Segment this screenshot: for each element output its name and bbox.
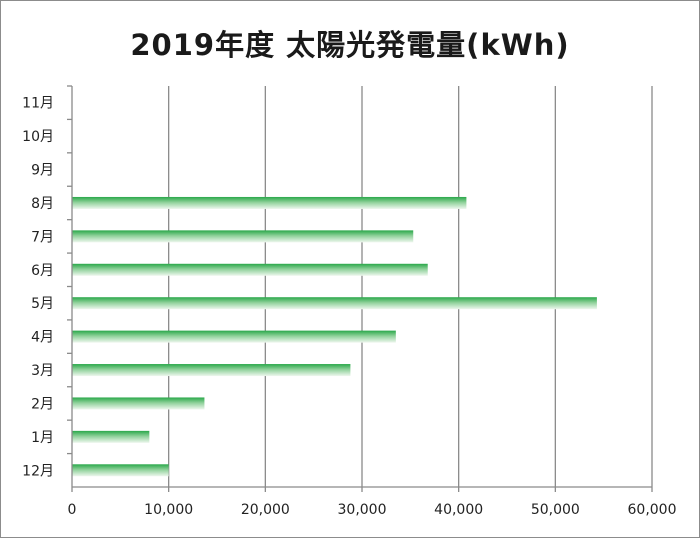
bar-5月	[72, 297, 597, 310]
y-tick-label: 9月	[31, 163, 54, 179]
x-tick-label: 20,000	[241, 502, 290, 518]
bar-layer	[72, 196, 597, 477]
grid-layer	[168, 86, 653, 487]
y-tick-label: 3月	[31, 363, 54, 379]
x-tick-label: 40,000	[434, 502, 483, 518]
bar-7月	[72, 230, 414, 243]
y-tick-label: 5月	[31, 296, 54, 312]
y-tick-label: 4月	[31, 330, 54, 346]
bar-1月	[72, 430, 150, 443]
y-tick-label: 2月	[31, 396, 54, 412]
y-tick-label: 1月	[31, 430, 54, 446]
bar-3月	[72, 364, 351, 377]
y-tick-label: 7月	[31, 229, 54, 245]
label-layer: 0 10,000 20,000 30,000 40,000 50,000 60,000 12月…	[22, 96, 676, 518]
x-tick-label: 60,000	[628, 502, 677, 518]
y-tick-label: 6月	[31, 263, 54, 279]
y-tick-label: 10月	[22, 129, 54, 145]
y-tick-label: 11月	[22, 96, 54, 112]
y-tick-label: 12月	[22, 463, 54, 479]
bar-2月	[72, 397, 205, 410]
x-tick-label: 50,000	[531, 502, 580, 518]
bar-4月	[72, 330, 396, 343]
bar-6月	[72, 263, 428, 276]
x-tick-label: 10,000	[144, 502, 193, 518]
x-tick-label: 0	[68, 502, 77, 518]
bar-8月	[72, 196, 467, 209]
chart-title: 2019年度 太陽光発電量(kWh)	[130, 28, 570, 62]
bar-12月	[72, 464, 169, 477]
axis-layer	[67, 85, 653, 492]
y-tick-label: 8月	[31, 196, 54, 212]
x-tick-label: 30,000	[338, 502, 387, 518]
